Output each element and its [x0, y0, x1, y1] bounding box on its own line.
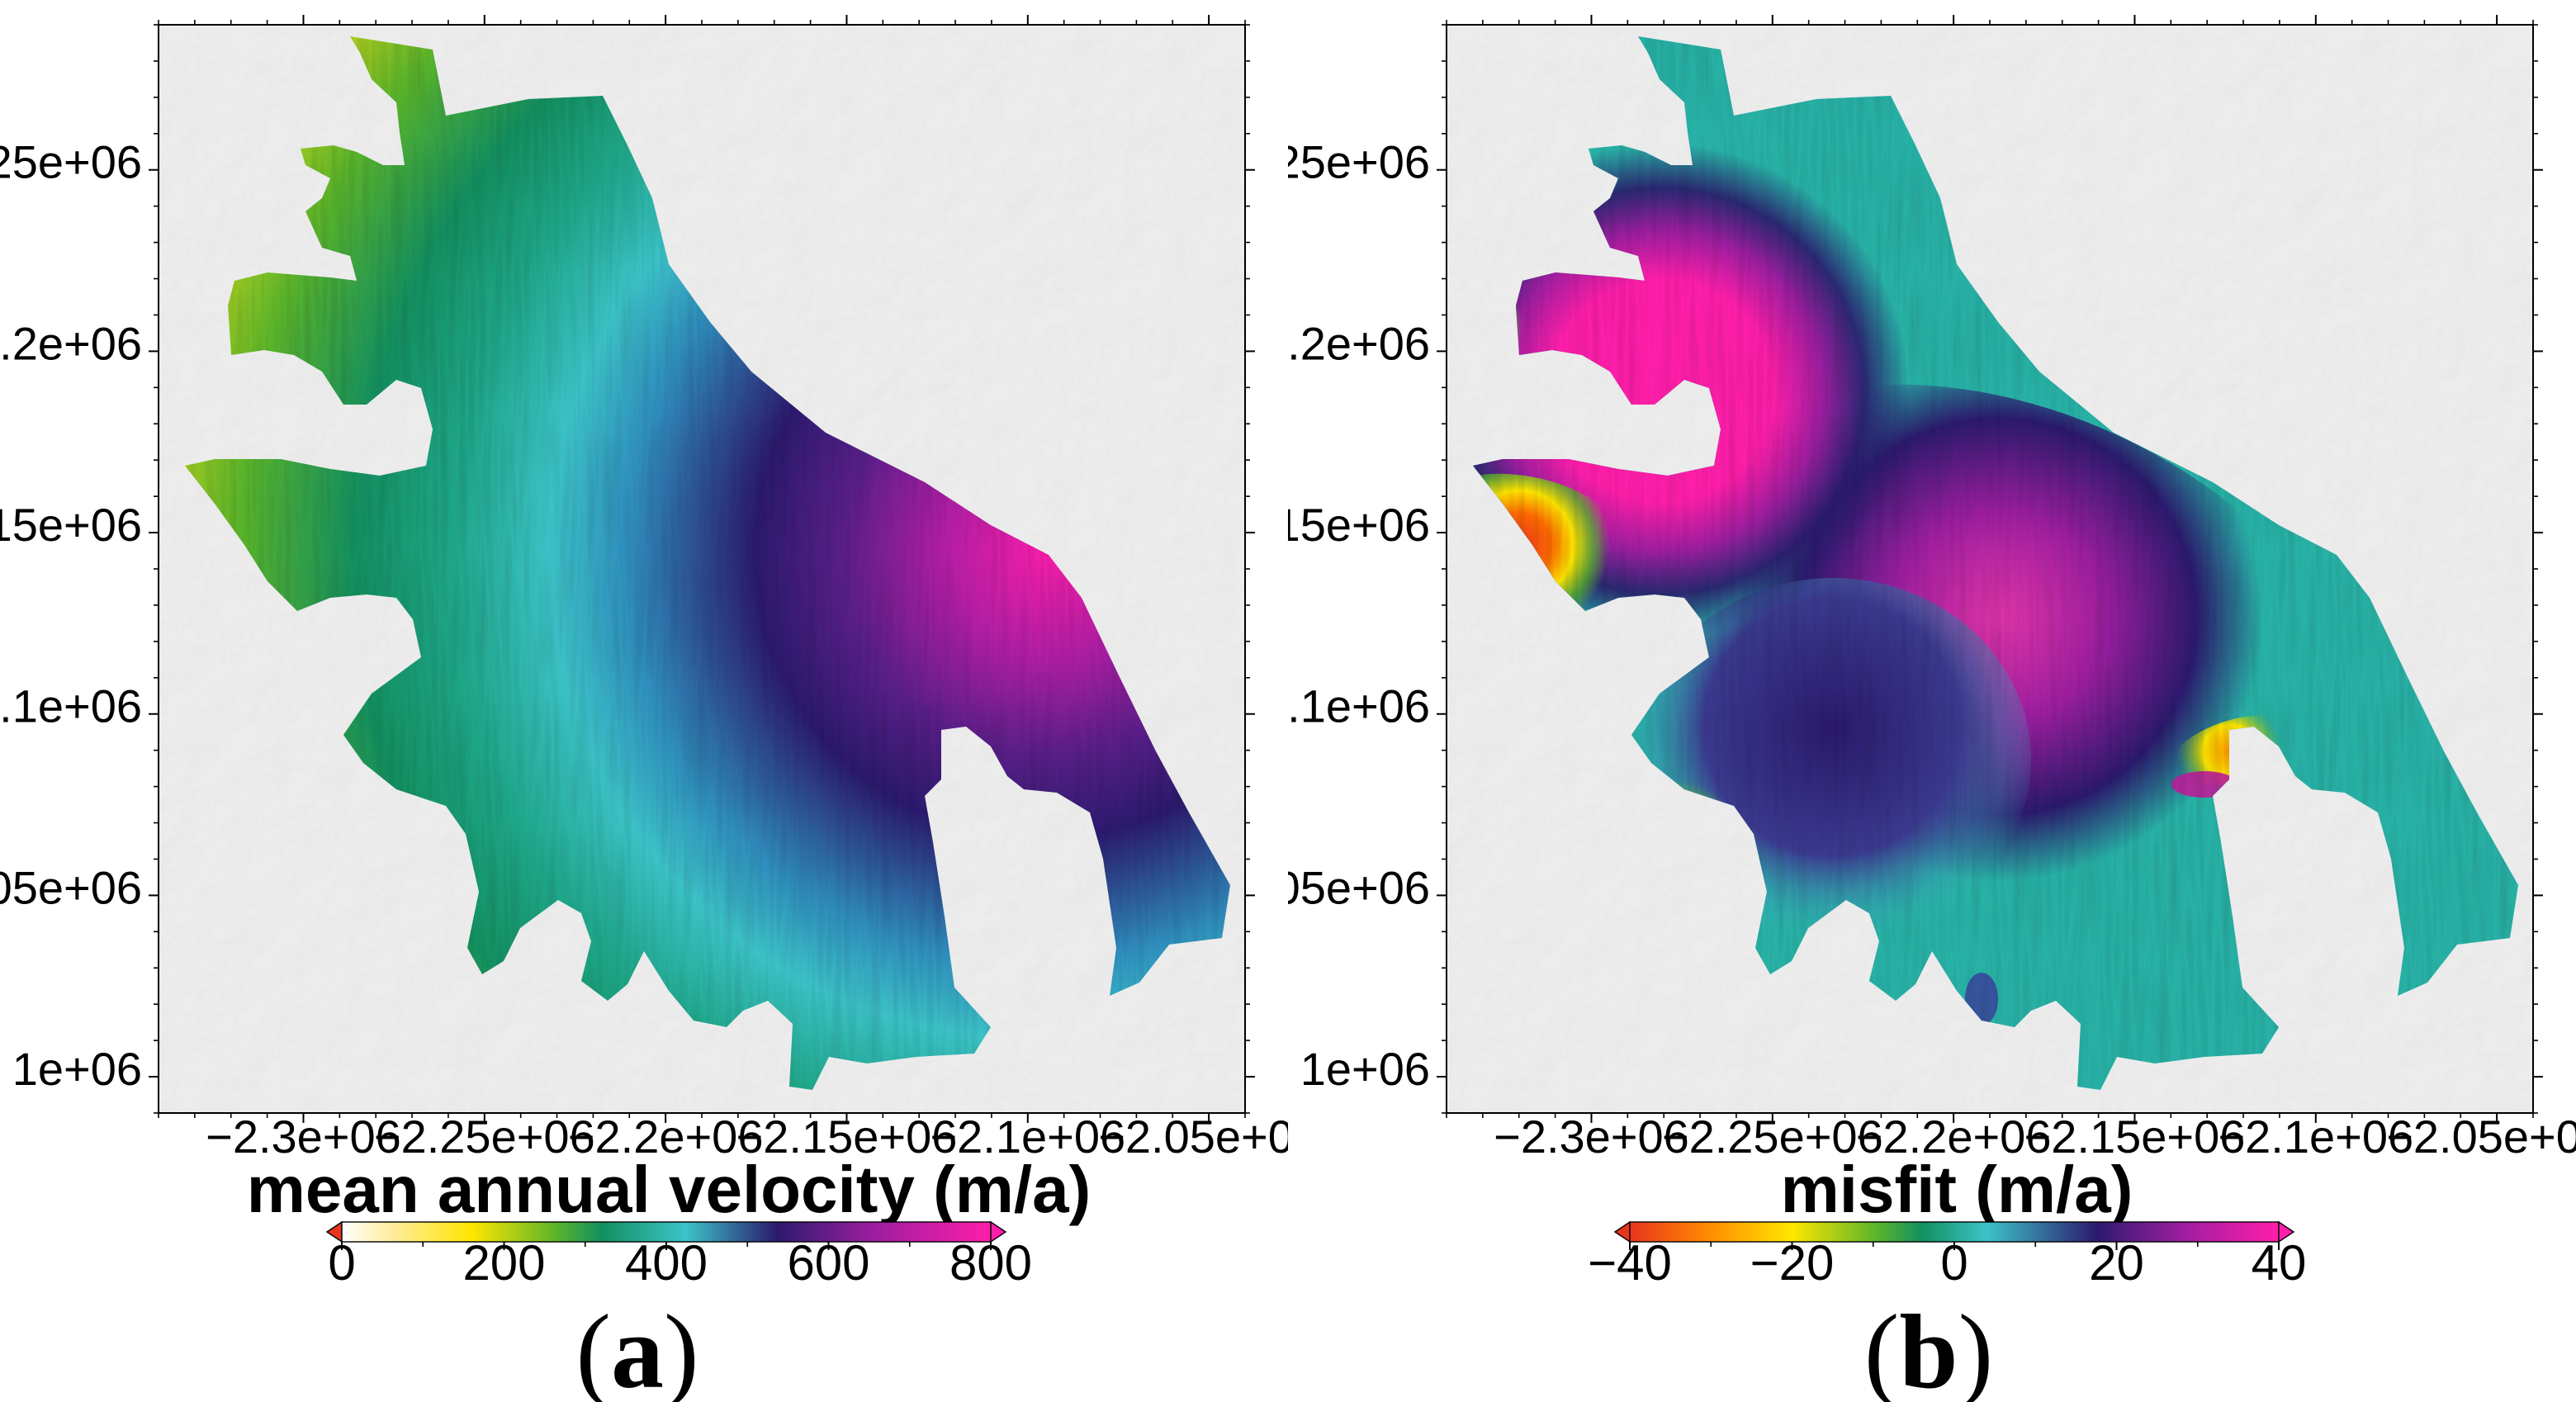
- colorbar-tick-label: −20: [1750, 1235, 1835, 1291]
- y-tick-label: 1.15e+06: [1288, 499, 1430, 551]
- y-axis-b: 1e+06 1.05e+06 1.1e+06 1.15e+06 1.2e+06 1.25e…: [1288, 24, 2543, 1114]
- colorbar-tick-label: 40: [2252, 1235, 2307, 1291]
- colorbar-a: mean annual velocity (m/a) 0 200 400 600 800: [247, 1153, 1091, 1291]
- y-axis-a: 1e+06 1.05e+06 1.1e+06 1.15e+06 1.2e+06 1.25e…: [0, 24, 1255, 1114]
- y-tick-label: 1.2e+06: [0, 317, 142, 369]
- x-axis-b: −2.3e+06−2.25e+06−2.2e+06−2.15e+06−2.1e+…: [1446, 15, 2576, 1163]
- y-tick-label: 1e+06: [12, 1043, 142, 1095]
- subfigure-letter: b: [1899, 1293, 1958, 1402]
- x-tick-label: −2.3e+06: [1494, 1111, 1689, 1163]
- x-tick-label: −2.05e+06: [1098, 1111, 1288, 1163]
- x-tick-label: −2.25e+06: [374, 1111, 595, 1163]
- colorbar-title: misfit (m/a): [1781, 1153, 2133, 1226]
- colorbar-tick-label: −40: [1588, 1235, 1672, 1291]
- subfigure-letter: a: [611, 1293, 664, 1402]
- colorbar-ticks: 0 200 400 600 800: [328, 1235, 1032, 1291]
- x-axis-a: −2.3e+06−2.25e+06−2.2e+06−2.15e+06−2.1e+…: [158, 15, 1288, 1163]
- y-tick-label: 1.05e+06: [0, 861, 142, 913]
- y-tick-label: 1.15e+06: [0, 499, 142, 551]
- colorbar-tick-label: 0: [328, 1235, 355, 1291]
- x-tick-label: −2.15e+06: [2024, 1111, 2246, 1163]
- panel-b-svg: −2.3e+06−2.25e+06−2.2e+06−2.15e+06−2.1e+…: [1288, 15, 2576, 1402]
- x-tick-label: −2.3e+06: [206, 1111, 401, 1163]
- x-tick-label: −2.1e+06: [2218, 1111, 2413, 1163]
- colorbar-tick-label: 400: [625, 1235, 708, 1291]
- colorbar-tick-label: 600: [787, 1235, 869, 1291]
- y-tick-label: 1.25e+06: [0, 136, 142, 188]
- x-tick-label: −2.25e+06: [1662, 1111, 1883, 1163]
- panel-b: −2.3e+06 −2.25e+06 −2.2e+06 −2.15e+06 −2.1e+…: [1288, 0, 2576, 1402]
- y-tick-label: 1e+06: [1300, 1043, 1430, 1095]
- x-tick-label: −2.1e+06: [930, 1111, 1125, 1163]
- x-tick-label: −2.2e+06: [1856, 1111, 2052, 1163]
- x-tick-label: −2.05e+06: [2386, 1111, 2576, 1163]
- colorbar-tick-label: 20: [2089, 1235, 2144, 1291]
- y-tick-label: 1.1e+06: [0, 680, 142, 732]
- colorbar-high-triangle: [2278, 1220, 2295, 1243]
- colorbar-tick-label: 800: [949, 1235, 1032, 1291]
- panel-a-svg: −2.3e+06−2.25e+06−2.2e+06−2.15e+06−2.1e+…: [0, 15, 1288, 1402]
- colorbar-high-triangle: [990, 1220, 1007, 1243]
- y-tick-label: 1.05e+06: [1288, 861, 1430, 913]
- x-tick-label: −2.2e+06: [568, 1111, 764, 1163]
- map-frame-a: −2.3e+06−2.25e+06−2.2e+06−2.15e+06−2.1e+…: [0, 15, 1288, 1163]
- map-frame-b: −2.3e+06−2.25e+06−2.2e+06−2.15e+06−2.1e+…: [1288, 15, 2576, 1163]
- y-tick-label: 1.2e+06: [1288, 317, 1430, 369]
- colorbar-ticks: −40 −20 0 20 40: [1588, 1235, 2306, 1291]
- subfigure-caption: (b): [1864, 1293, 1993, 1402]
- panel-a: −2.3e+06 −2.25e+06 −2.2e+06 −2.15e+06 −2.1e+…: [0, 15, 1288, 1402]
- subfigure-caption: (a): [575, 1293, 698, 1402]
- colorbar-gradient: [1629, 1221, 2280, 1243]
- y-tick-label: 1.1e+06: [1288, 680, 1430, 732]
- colorbar-title: mean annual velocity (m/a): [247, 1153, 1091, 1226]
- colorbar-tick-label: 200: [462, 1235, 545, 1291]
- x-tick-label: −2.15e+06: [736, 1111, 958, 1163]
- y-tick-label: 1.25e+06: [1288, 136, 1430, 188]
- colorbar-tick-label: 0: [1940, 1235, 1968, 1291]
- colorbar-b: misfit (m/a) −40 −20 0 20 40: [1588, 1153, 2306, 1291]
